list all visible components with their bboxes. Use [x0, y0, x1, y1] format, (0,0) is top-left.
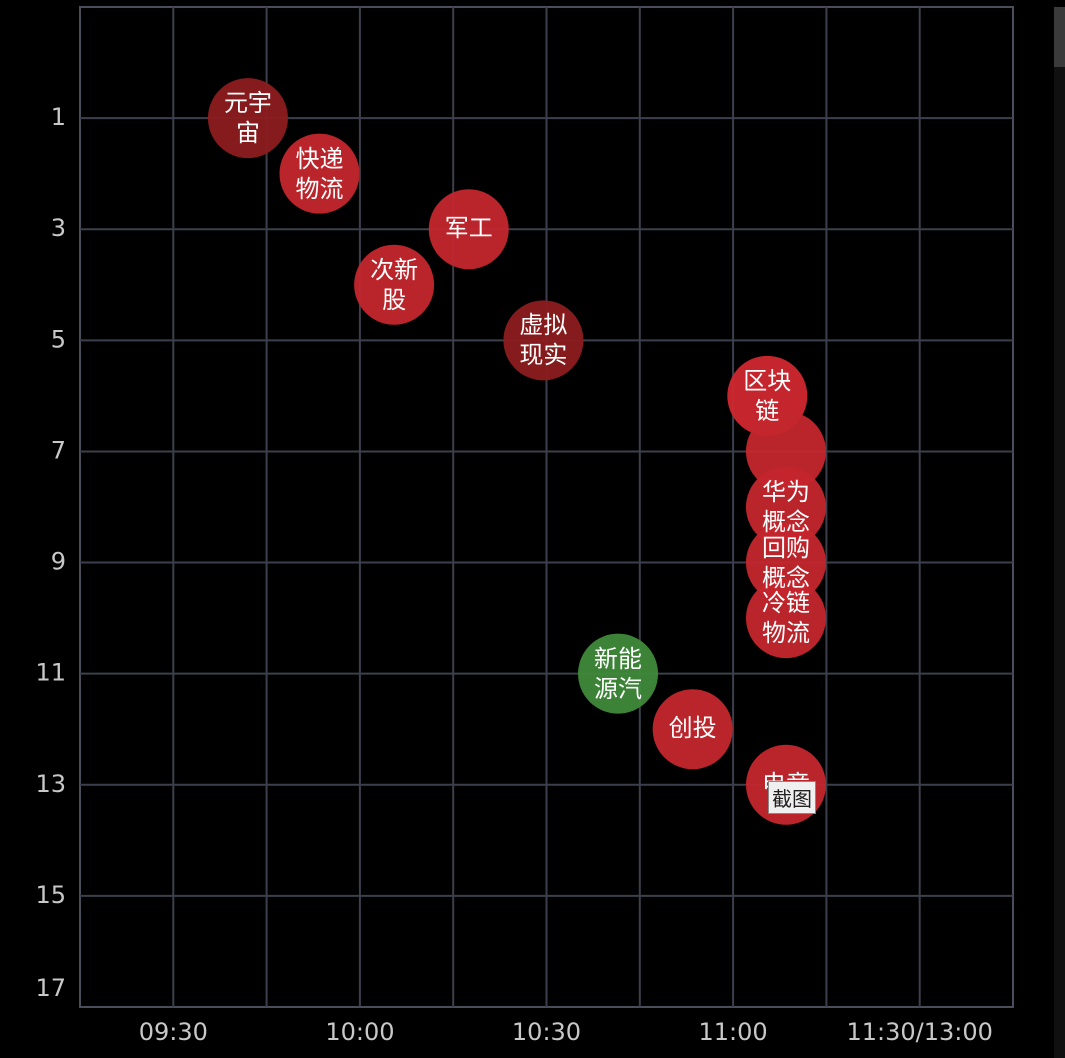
scrollbar-thumb[interactable]: [1054, 7, 1065, 67]
x-tick-label: 11:00: [699, 1018, 768, 1046]
scrollbar-track: [1054, 7, 1065, 1058]
bubble: [745, 467, 826, 547]
bubble: [745, 411, 826, 492]
bubble: [745, 578, 826, 659]
y-tick-label: 13: [35, 770, 66, 798]
bubble: [279, 133, 360, 214]
bubble: [354, 244, 435, 325]
bubble: [745, 522, 826, 603]
y-tick-label: 17: [35, 974, 66, 1002]
y-tick-label: 1: [51, 103, 66, 131]
x-tick-label: 10:30: [512, 1018, 581, 1046]
x-tick-label: 09:30: [139, 1018, 208, 1046]
bubble: [578, 633, 659, 714]
bubble: [652, 689, 733, 770]
y-tick-label: 11: [35, 659, 66, 687]
y-tick-label: 3: [51, 214, 66, 242]
bubble: [207, 78, 288, 159]
x-tick-label: 11:30/13:00: [846, 1018, 992, 1046]
bubble: [428, 189, 509, 270]
tooltip: 截图: [767, 780, 816, 814]
y-tick-label: 15: [35, 881, 66, 909]
y-tick-label: 7: [51, 436, 66, 464]
bubble: [503, 300, 584, 381]
y-tick-label: 9: [51, 548, 66, 576]
x-tick-label: 10:00: [325, 1018, 394, 1046]
y-tick-label: 5: [51, 325, 66, 353]
